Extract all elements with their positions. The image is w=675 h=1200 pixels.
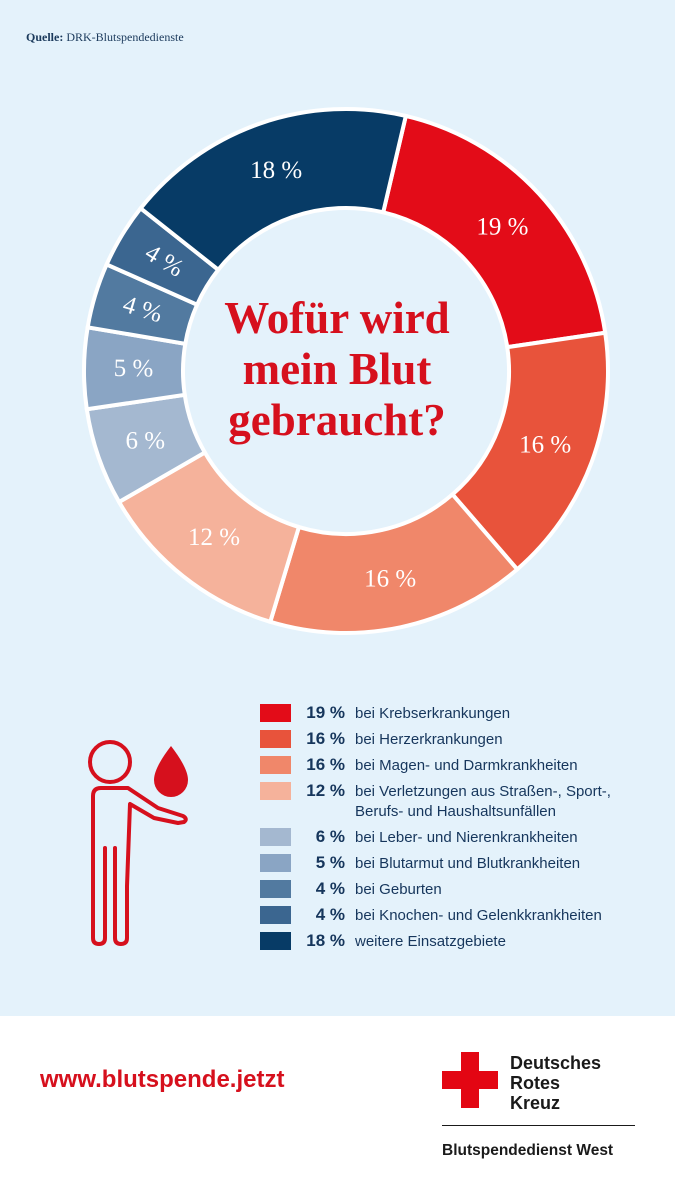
legend-item: 16 % bei Herzerkrankungen: [260, 729, 655, 750]
legend-percent: 5 %: [315, 853, 345, 872]
org-line-3: Kreuz: [510, 1093, 561, 1113]
service-name: Blutspendedienst West: [442, 1142, 614, 1159]
legend-item: 4 % bei Geburten: [260, 879, 655, 900]
legend-item: 4 % bei Knochen- und Gelenkkrankheiten: [260, 905, 655, 926]
legend-text: bei Krebserkrankungen: [355, 705, 511, 722]
slice-label: 6 %: [126, 427, 166, 454]
blood-drop-icon: [154, 746, 188, 797]
legend-item: 5 % bei Blutarmut und Blutkrankheiten: [260, 853, 655, 874]
legend-swatch: [260, 730, 291, 748]
legend-percent: 4 %: [315, 905, 345, 924]
donor-person-icon: [88, 740, 188, 946]
legend-item: 16 % bei Magen- und Darmkrankheiten: [260, 755, 655, 776]
legend-swatch: [260, 782, 291, 800]
legend-percent: 4 %: [315, 879, 345, 898]
title-line-3: gebraucht?: [228, 395, 446, 445]
slice-label: 12 %: [188, 524, 240, 551]
legend-text: bei Knochen- und Gelenkkrankheiten: [355, 907, 602, 924]
legend-swatch: [260, 828, 291, 846]
legend-swatch: [260, 704, 291, 722]
slice-label: 5 %: [114, 355, 154, 382]
legend-text: bei Leber- und Nierenkrankheiten: [355, 829, 578, 846]
legend-swatch: [260, 880, 291, 898]
title-line-2: mein Blut: [242, 344, 432, 394]
org-line-1: Deutsches: [510, 1053, 602, 1073]
legend-swatch: [260, 906, 291, 924]
slice-label: 16 %: [519, 432, 571, 459]
source-label: Quelle:: [26, 30, 64, 44]
legend-text: bei Verletzungen aus Straßen-, Sport-, B…: [355, 783, 611, 820]
chart-title: Wofür wird mein Blut gebraucht?: [187, 293, 487, 446]
website-link[interactable]: www.blutspende.jetzt: [40, 1066, 285, 1093]
legend-text: weitere Einsatzgebiete: [355, 933, 506, 950]
legend-text: bei Blutarmut und Blutkrankheiten: [355, 855, 581, 872]
donut-chart: 19 %16 %16 %12 %6 %5 %4 %4 %18 %: [82, 107, 610, 635]
source-note: Quelle: DRK-Blutspendedienste: [26, 30, 184, 45]
donut-slice: [137, 107, 409, 273]
legend-percent: 19 %: [306, 703, 345, 722]
org-line-2: Rotes: [510, 1073, 561, 1093]
footer-divider: [442, 1125, 635, 1126]
source-text: DRK-Blutspendedienste: [66, 30, 184, 44]
footer: [0, 1016, 675, 1200]
legend-percent: 6 %: [315, 827, 345, 846]
org-name: Deutsches Rotes Kreuz: [510, 1053, 601, 1113]
legend-item: 19 % bei Krebserkrankungen: [260, 703, 655, 724]
slice-label: 18 %: [250, 157, 302, 184]
donut-slice: [380, 113, 608, 350]
legend-swatch: [260, 932, 291, 950]
legend-percent: 18 %: [306, 931, 345, 950]
legend-item: 18 % weitere Einsatzgebiete: [260, 931, 655, 952]
red-cross-logo-icon: [442, 1052, 498, 1108]
legend-percent: 12 %: [306, 781, 345, 800]
legend-text: bei Herzerkrankungen: [355, 731, 503, 748]
title-line-1: Wofür wird: [224, 293, 450, 343]
legend-item: 6 % bei Leber- und Nierenkrankheiten: [260, 827, 655, 848]
legend-percent: 16 %: [306, 729, 345, 748]
legend-text: bei Magen- und Darmkrankheiten: [355, 757, 578, 774]
legend-percent: 16 %: [306, 755, 345, 774]
legend-item: 12 % bei Verletzungen aus Straßen-, Spor…: [260, 781, 625, 822]
legend-text: bei Geburten: [355, 881, 442, 898]
legend-swatch: [260, 756, 291, 774]
slice-label: 16 %: [364, 565, 416, 592]
slice-label: 19 %: [476, 214, 528, 241]
legend-swatch: [260, 854, 291, 872]
